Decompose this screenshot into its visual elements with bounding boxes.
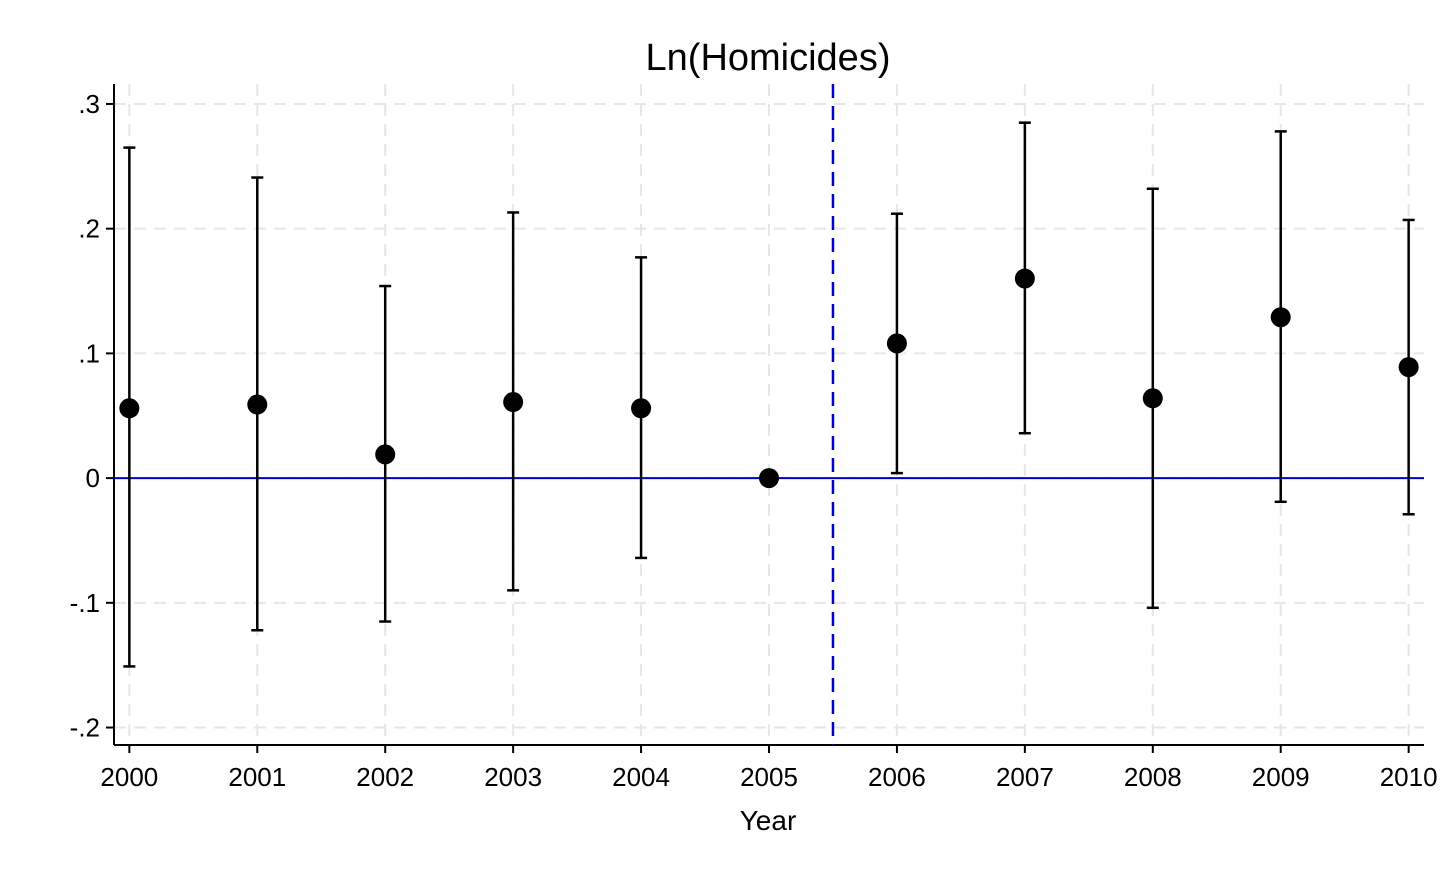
data-point [1014,268,1035,289]
data-point [1398,357,1419,378]
data-point [247,394,268,415]
data-point [631,398,652,419]
data-point [503,392,524,413]
y-tick-label: 0 [86,463,100,493]
x-tick-label: 2002 [356,762,414,792]
y-tick-label: -.2 [70,713,100,743]
y-tick-label: -.1 [70,588,100,618]
x-tick-label: 2001 [228,762,286,792]
x-tick-label: 2005 [740,762,798,792]
y-tick-label: .2 [78,214,100,244]
x-tick-label: 2008 [1124,762,1182,792]
x-tick-label: 2003 [484,762,542,792]
data-point [1270,307,1291,328]
x-tick-label: 2004 [612,762,670,792]
x-tick-label: 2010 [1380,762,1438,792]
y-tick-label: .1 [78,338,100,368]
x-axis-label: Year [740,805,797,836]
x-tick-label: 2007 [996,762,1054,792]
y-tick-label: .3 [78,89,100,119]
data-point [375,444,396,465]
chart-title: Ln(Homicides) [646,37,891,79]
data-point [759,468,779,489]
data-point [119,398,140,419]
data-point [886,333,907,354]
x-tick-label: 2009 [1252,762,1310,792]
data-point [1142,388,1163,409]
x-tick-label: 2000 [100,762,158,792]
x-tick-label: 2006 [868,762,926,792]
